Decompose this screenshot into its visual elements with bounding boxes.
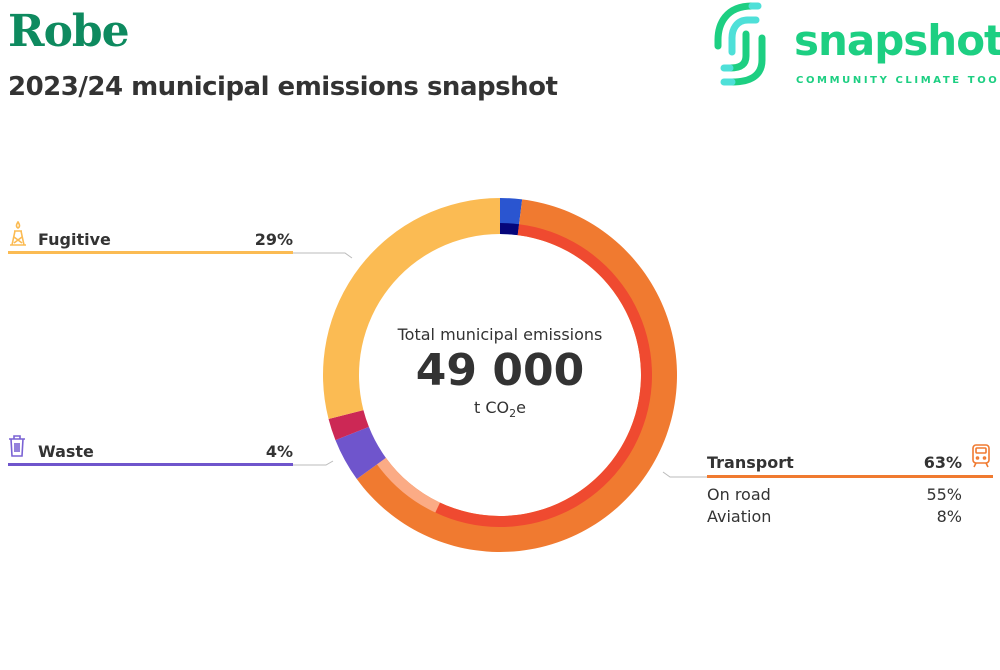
- legend-label: Transport: [707, 453, 794, 472]
- sub-percent: 8%: [936, 507, 962, 526]
- slice-other-crimson: [328, 410, 369, 441]
- transport-leader-line: [662, 471, 707, 478]
- unit-prefix: t CO: [474, 398, 510, 417]
- page-subtitle: 2023/24 municipal emissions snapshot: [8, 72, 558, 102]
- waste-underline: [8, 463, 293, 466]
- slice-waste: [335, 426, 386, 480]
- legend-label: Fugitive: [38, 230, 111, 249]
- legend-waste: Waste 4%: [38, 442, 293, 461]
- transport-underline: [707, 475, 993, 478]
- sub-label: Aviation: [707, 507, 772, 526]
- logo-tagline: COMMUNITY CLIMATE TOOL: [796, 75, 1000, 86]
- total-label: Total municipal emissions: [397, 325, 603, 344]
- legend-sub-aviation: Aviation 8%: [707, 507, 962, 526]
- donut-center: Total municipal emissions 49 000 t CO2e: [350, 325, 650, 420]
- unit-sub: 2: [509, 407, 517, 421]
- sub-label: On road: [707, 485, 771, 504]
- legend-label: Waste: [38, 442, 94, 461]
- slice-fugitive: [323, 198, 500, 420]
- waste-leader-line: [293, 460, 334, 466]
- total-unit: t CO2e: [350, 398, 650, 420]
- legend-percent: 4%: [265, 442, 293, 461]
- inner-slice-aviation: [377, 457, 440, 513]
- legend-transport: Transport 63%: [707, 453, 962, 472]
- legend-fugitive: Fugitive 29%: [38, 230, 293, 249]
- sub-percent: 55%: [926, 485, 962, 504]
- legend-percent: 63%: [923, 453, 962, 472]
- fugitive-leader-line: [293, 252, 353, 259]
- fingerprint-logo-icon: [714, 2, 766, 86]
- snapshot-logo: snapshot COMMUNITY CLIMATE TOOL: [712, 0, 1000, 90]
- trash-bin-icon: [9, 435, 25, 457]
- page-title: Robe: [8, 6, 130, 57]
- legend-sub-on-road: On road 55%: [707, 485, 962, 504]
- train-icon: [972, 444, 990, 468]
- gas-rig-icon: [10, 221, 26, 246]
- unit-suffix: e: [516, 398, 526, 417]
- total-value: 49 000: [415, 345, 585, 396]
- inner-slice-other-navy: [500, 223, 520, 236]
- legend-percent: 29%: [254, 230, 293, 249]
- logo-wordmark: snapshot: [794, 16, 1000, 65]
- fugitive-underline: [8, 251, 293, 254]
